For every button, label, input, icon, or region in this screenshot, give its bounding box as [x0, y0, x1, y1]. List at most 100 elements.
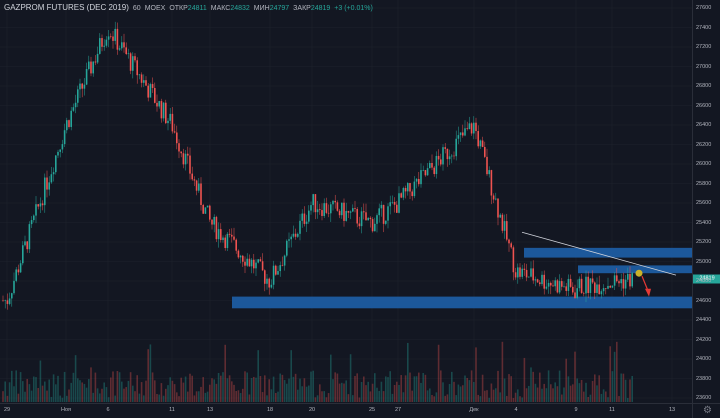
candle-body	[343, 202, 345, 221]
volume-bar	[66, 395, 68, 402]
candle-body	[321, 210, 323, 216]
candle-body	[70, 110, 72, 127]
candle-body	[250, 259, 253, 267]
volume-bar	[305, 386, 308, 402]
candle-body	[378, 208, 380, 216]
volume-bar	[536, 387, 539, 402]
arrow-head	[645, 288, 651, 297]
candle-body	[173, 131, 176, 133]
volume-bar	[490, 383, 493, 402]
chart-pane[interactable]: GAZPROM FUTURES (DEC 2019) 60 MOEX ОТКР2…	[0, 0, 692, 403]
candle-body	[517, 267, 519, 278]
volume-bar	[545, 388, 548, 402]
candle-body	[140, 74, 143, 83]
candle-body	[363, 211, 365, 213]
volume-bar	[156, 393, 158, 402]
ohlc-close: ЗАКР24819	[293, 5, 330, 12]
candle-body	[228, 233, 231, 235]
candle-body	[576, 288, 578, 298]
volume-bar	[506, 395, 508, 402]
candle-body	[369, 217, 372, 220]
candle-body	[481, 140, 484, 147]
volume-bar	[228, 375, 231, 402]
price-axis[interactable]: 24819 27600 27400 27200 27000 26800 26600 2640…	[692, 0, 720, 403]
candle-body	[422, 170, 424, 171]
candle-body	[402, 187, 405, 198]
volume-bar	[336, 373, 339, 402]
volume-bar	[30, 390, 33, 402]
candle-body	[398, 193, 400, 213]
volume-bar	[162, 395, 165, 402]
candle-body	[112, 36, 114, 41]
candle-body	[301, 213, 303, 221]
candle-body	[169, 113, 171, 121]
volume-bar	[39, 360, 42, 402]
volume-bar	[618, 396, 620, 402]
volume-bar	[312, 370, 314, 402]
volume-bar	[81, 382, 83, 402]
candle-body	[198, 183, 200, 191]
volume-bar	[41, 385, 44, 402]
volume-bar	[448, 384, 451, 402]
price-chart[interactable]	[0, 0, 692, 403]
close-value: 24819	[310, 5, 331, 12]
candle-body	[336, 202, 339, 211]
volume-bar	[149, 344, 152, 402]
candle-body	[85, 68, 88, 85]
volume-bar	[55, 384, 57, 402]
candle-body	[497, 198, 499, 218]
time-axis[interactable]: 29 Ноя 6 11 13 18 20 25 27 Дек 4 9 11 13	[0, 403, 692, 418]
time-tick-label: 11	[609, 407, 615, 413]
volume-bar	[242, 388, 244, 402]
volume-bar	[294, 373, 297, 402]
volume-bar	[437, 344, 440, 402]
volume-bar	[396, 381, 398, 402]
candle-body	[211, 219, 213, 225]
price-tick-label: 25000	[696, 258, 712, 265]
candle-body	[618, 281, 620, 284]
candle-body	[272, 265, 275, 285]
axis-corner[interactable]: ⚙	[692, 403, 720, 418]
volume-bar	[13, 386, 15, 402]
volume-bar	[539, 372, 541, 402]
candle-body	[468, 123, 471, 130]
volume-bar	[569, 385, 572, 402]
candle-body	[552, 285, 554, 287]
symbol-title[interactable]: GAZPROM FUTURES (DEC 2019)	[4, 3, 129, 12]
volume-bar	[407, 342, 409, 402]
volume-bar	[123, 388, 125, 402]
volume-bar	[193, 395, 196, 402]
gear-icon[interactable]: ⚙	[703, 405, 712, 416]
candle-body	[589, 278, 592, 293]
candle-body	[167, 120, 169, 124]
volume-bar	[24, 391, 26, 402]
volume-bar	[404, 375, 407, 402]
volume-bar	[475, 347, 477, 402]
volume-bar	[371, 383, 374, 402]
candle-body	[495, 198, 497, 200]
interval-label[interactable]: 60	[132, 5, 141, 12]
volume-bar	[59, 395, 61, 402]
volume-bar	[360, 381, 363, 402]
last-price-badge: 24819	[693, 274, 720, 284]
candle-body	[94, 61, 97, 63]
candle-body	[52, 172, 55, 175]
volume-bar	[598, 375, 600, 402]
volume-bar	[114, 395, 116, 402]
volume-bar	[154, 380, 156, 402]
candle-body	[490, 170, 493, 196]
volume-bar	[499, 392, 501, 402]
candle-body	[118, 48, 121, 50]
candle-body	[314, 194, 317, 213]
candle-body	[110, 36, 112, 38]
volume-bar	[160, 383, 163, 402]
candle-body	[365, 212, 367, 221]
candle-body	[145, 80, 147, 86]
volume-bar	[303, 378, 306, 402]
volume-bar	[83, 383, 86, 402]
volume-bar	[237, 390, 240, 402]
candle-body	[180, 151, 182, 154]
candle-body	[396, 204, 398, 213]
candle-body	[446, 148, 449, 160]
candle-body	[68, 120, 70, 127]
